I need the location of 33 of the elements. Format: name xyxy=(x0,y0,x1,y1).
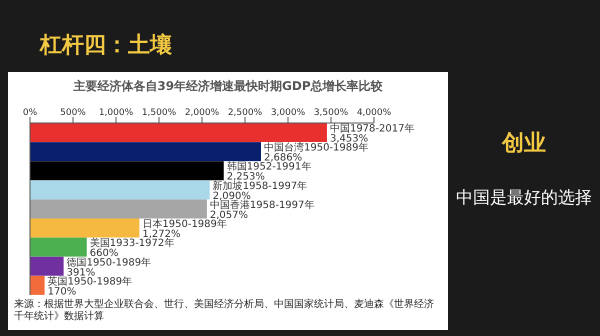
text: 创业 xyxy=(500,130,547,158)
bar xyxy=(30,161,224,180)
data-label: 2,057% xyxy=(210,210,248,221)
x-tick-label: 2,500% xyxy=(228,108,263,118)
x-tick-label: 1,500% xyxy=(142,108,177,118)
bar xyxy=(30,256,64,276)
bar xyxy=(30,123,327,142)
data-label: 170% xyxy=(48,286,76,298)
data-label: 2,090% xyxy=(212,190,251,202)
y-tick-label: 中国1978-2017年 xyxy=(330,122,414,134)
y-tick-label: 中国台湾1950-1989年 xyxy=(264,142,369,154)
y-tick-label: 日本1950-1989年 xyxy=(142,218,227,230)
x-tick-label: 1,000% xyxy=(98,108,134,118)
x-tick-label: 2,000% xyxy=(184,108,220,118)
bar xyxy=(30,238,87,257)
bar xyxy=(30,180,210,200)
bar xyxy=(30,199,207,218)
chart-title: 主要经济体各自39年经济增速最快时期GDP总增长率比较 xyxy=(72,78,384,95)
text: 杠杆四：土壤 xyxy=(40,32,172,60)
bar xyxy=(30,276,45,295)
y-tick-label: 韩国1952-1991年 xyxy=(226,160,312,173)
bar xyxy=(30,142,261,162)
y-tick-label: 新加坡1958-1997年 xyxy=(212,180,308,192)
y-tick-label: 美国1933-1972年 xyxy=(90,237,174,250)
bar xyxy=(30,218,140,238)
x-tick-label: 3,000% xyxy=(270,108,306,118)
x-tick-label: 500% xyxy=(60,108,86,118)
x-tick-label: 3,500% xyxy=(314,108,349,118)
x-tick-label: 0% xyxy=(22,108,38,118)
source-note: 来源：根据世界大型企业联合会、世行、美国经济分析局、中国国家统计局、麦迪森《世界经济千年统计》数据计算 xyxy=(13,299,435,323)
data-label: 3,453% xyxy=(330,134,368,144)
text: 中国是最好的选择 xyxy=(455,187,593,209)
x-tick-label: 4,000% xyxy=(356,108,392,118)
